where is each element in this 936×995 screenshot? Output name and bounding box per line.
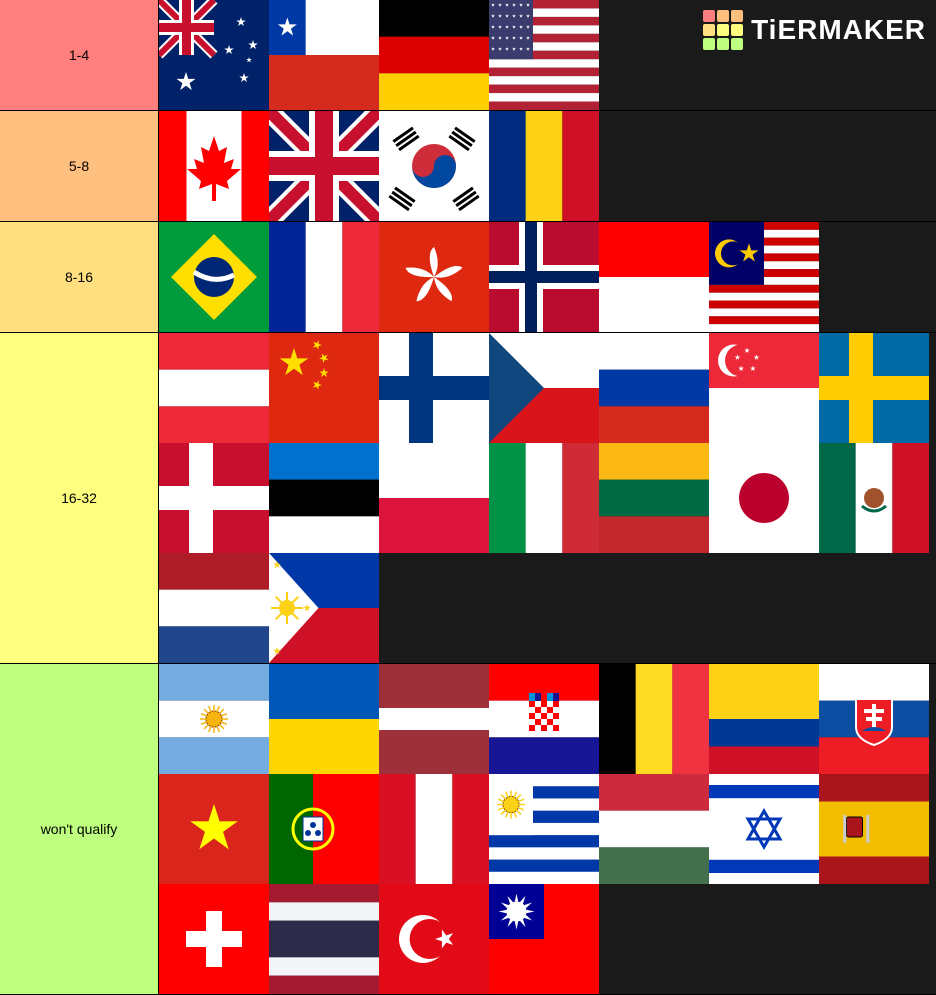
flag-chile[interactable] [269,0,379,110]
flag-hong_kong[interactable] [379,222,489,332]
flag-singapore[interactable] [709,333,819,443]
flag-brazil[interactable] [159,222,269,332]
flag-south_korea[interactable] [379,111,489,221]
tier-list-container: TiERMAKER 1-45-88-1616-32won't qualify [0,0,936,995]
flag-ukraine[interactable] [269,664,379,774]
flag-vietnam[interactable] [159,774,269,884]
flag-italy[interactable] [489,443,599,553]
flag-argentina[interactable] [159,664,269,774]
flag-israel[interactable] [709,774,819,884]
flag-estonia[interactable] [269,443,379,553]
tier-items [159,111,936,221]
flag-taiwan[interactable] [489,884,599,994]
flag-finland[interactable] [379,333,489,443]
flag-russia[interactable] [599,333,709,443]
flag-sweden[interactable] [819,333,929,443]
tier-label[interactable]: won't qualify [0,664,159,994]
flag-peru[interactable] [379,774,489,884]
flag-romania[interactable] [489,111,599,221]
flag-china[interactable] [269,333,379,443]
flag-denmark[interactable] [159,443,269,553]
flag-spain[interactable] [819,774,929,884]
flag-germany[interactable] [379,0,489,110]
tier-label[interactable]: 8-16 [0,222,159,332]
flag-australia[interactable] [159,0,269,110]
flag-canada[interactable] [159,111,269,221]
flag-portugal[interactable] [269,774,379,884]
flag-turkey[interactable] [379,884,489,994]
flag-slovakia[interactable] [819,664,929,774]
tier-label[interactable]: 1-4 [0,0,159,110]
flag-norway[interactable] [489,222,599,332]
flag-usa[interactable] [489,0,599,110]
tier-row: won't qualify [0,664,936,995]
flag-uk[interactable] [269,111,379,221]
flag-malaysia[interactable] [709,222,819,332]
flag-czech[interactable] [489,333,599,443]
watermark-grid-icon [703,10,743,50]
tier-label[interactable]: 5-8 [0,111,159,221]
flag-switzerland[interactable] [159,884,269,994]
flag-indonesia[interactable] [599,222,709,332]
flag-hungary[interactable] [599,774,709,884]
tier-items [159,222,936,332]
flag-croatia[interactable] [489,664,599,774]
flag-mexico[interactable] [819,443,929,553]
flag-japan[interactable] [709,443,819,553]
flag-philippines[interactable] [269,553,379,663]
flag-austria[interactable] [159,333,269,443]
flag-thailand[interactable] [269,884,379,994]
tier-row: 8-16 [0,222,936,333]
flag-colombia[interactable] [709,664,819,774]
tier-row: 16-32 [0,333,936,664]
flag-france[interactable] [269,222,379,332]
tier-row: 5-8 [0,111,936,222]
tier-label[interactable]: 16-32 [0,333,159,663]
tier-items [159,664,936,994]
watermark-text: TiERMAKER [751,14,926,46]
flag-uruguay[interactable] [489,774,599,884]
flag-netherlands[interactable] [159,553,269,663]
watermark: TiERMAKER [703,10,926,50]
flag-lithuania[interactable] [599,443,709,553]
flag-belgium[interactable] [599,664,709,774]
flag-latvia[interactable] [379,664,489,774]
tier-items [159,333,936,663]
flag-poland[interactable] [379,443,489,553]
